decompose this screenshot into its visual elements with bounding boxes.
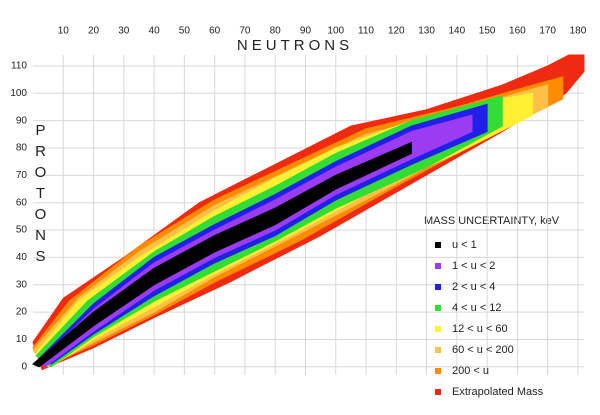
- x-tick-label: 180: [570, 26, 587, 37]
- y-tick-label: 80: [16, 143, 28, 154]
- legend-swatch: [435, 305, 441, 311]
- x-tick-label: 150: [479, 26, 496, 37]
- legend-label: 4 < u < 12: [452, 302, 502, 314]
- y-tick-label: 30: [16, 279, 28, 290]
- x-tick-label: 130: [418, 26, 435, 37]
- x-tick-label: 120: [388, 26, 405, 37]
- x-tick-label: 10: [58, 26, 70, 37]
- legend-label: 12 < u < 60: [452, 323, 508, 335]
- y-tick-label: 60: [16, 197, 28, 208]
- x-tick-label: 70: [239, 26, 251, 37]
- legend-swatch: [435, 242, 441, 248]
- legend-title: MASS UNCERTAINTY, keV: [424, 215, 560, 227]
- x-tick-label: 100: [327, 26, 344, 37]
- y-tick-label: 100: [10, 88, 27, 99]
- legend-label: 200 < u: [452, 365, 489, 377]
- x-tick-label: 90: [300, 26, 312, 37]
- y-tick-label: 70: [16, 170, 28, 181]
- x-tick-label: 160: [509, 26, 526, 37]
- legend-swatch: [435, 389, 441, 395]
- legend-label: u < 1: [452, 239, 477, 251]
- x-tick-label: 80: [270, 26, 282, 37]
- x-tick-label: 140: [449, 26, 466, 37]
- legend-label: 60 < u < 200: [452, 344, 514, 356]
- legend-swatch: [435, 326, 441, 332]
- x-tick-label: 110: [358, 26, 374, 37]
- x-tick-label: 30: [118, 26, 130, 37]
- legend-label: Extrapolated Mass: [452, 386, 544, 398]
- y-axis-title: PROTONS: [32, 122, 49, 269]
- legend-swatch: [435, 347, 441, 353]
- x-tick-label: 60: [209, 26, 221, 37]
- x-axis-title: NEUTRONS: [237, 37, 353, 54]
- y-tick-label: 90: [16, 115, 28, 126]
- legend-swatch: [435, 368, 441, 374]
- legend-swatch: [435, 284, 441, 290]
- y-tick-label: 0: [21, 361, 27, 372]
- y-tick-label: 20: [16, 307, 28, 318]
- legend-label: 2 < u < 4: [452, 281, 495, 293]
- legend-label: 1 < u < 2: [452, 260, 495, 272]
- legend-swatch: [435, 263, 441, 269]
- y-tick-label: 10: [16, 334, 28, 345]
- x-tick-label: 50: [179, 26, 191, 37]
- y-tick-label: 50: [16, 225, 28, 236]
- y-tick-label: 40: [16, 252, 28, 263]
- y-tick-label: 110: [11, 61, 27, 72]
- x-tick-label: 170: [539, 26, 556, 37]
- x-tick-label: 40: [149, 26, 161, 37]
- x-tick-label: 20: [88, 26, 100, 37]
- region: [32, 141, 412, 368]
- region: [38, 114, 473, 368]
